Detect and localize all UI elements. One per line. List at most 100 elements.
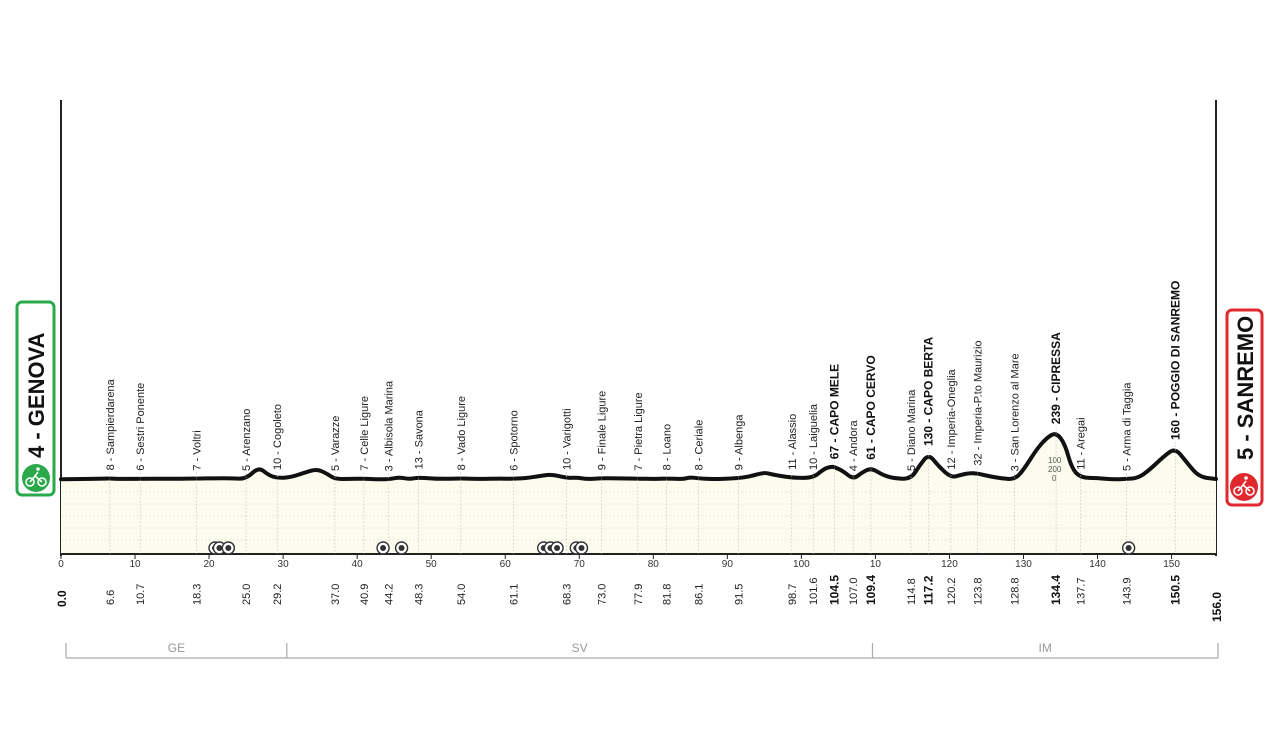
waypoint-name: 8 - Loano: [662, 424, 674, 470]
climb-marker-dot: [216, 545, 223, 551]
waypoint-name: 5 - Diano Marina: [906, 389, 918, 471]
start-city-label: 4 - GENOVA: [24, 332, 49, 458]
axis-tick-label: 100: [793, 559, 810, 570]
start-badge: 4 - GENOVA: [15, 300, 56, 497]
waypoint-km: 107.0: [848, 577, 860, 605]
waypoint-km: 123.8: [973, 577, 985, 605]
waypoint-name: 5 - Arma di Taggia: [1121, 382, 1133, 471]
start-km-label: 0.0: [55, 590, 69, 607]
axis-tick-label: 10: [129, 559, 141, 570]
waypoint-name: 8 - Sampierdarena: [105, 378, 117, 470]
elevation-scale-100: 100: [1048, 456, 1062, 465]
axis-tick-label: 30: [278, 559, 290, 570]
bike-finish-icon: [1230, 473, 1258, 501]
axis-tick-label: 70: [574, 559, 586, 570]
waypoint-name: 10 - Cogoleto: [272, 404, 284, 470]
waypoint-name: 8 - Ceriale: [693, 420, 705, 471]
axis-tick-label: 10: [870, 559, 882, 570]
waypoint-km: 61.1: [508, 584, 520, 605]
waypoint-name: 61 - CAPO CERVO: [864, 355, 878, 459]
waypoint-km: 137.7: [1076, 577, 1088, 605]
waypoint-km: 117.2: [922, 575, 936, 605]
waypoint-name: 5 - Arenzano: [241, 409, 253, 471]
climb-marker-dot: [578, 545, 585, 551]
elevation-scale: 200 100 0: [1048, 456, 1062, 483]
province-bar: GE SV IM: [65, 641, 1219, 659]
elevation-scale-200: 200: [1048, 465, 1062, 474]
waypoint-km: 37.0: [330, 584, 342, 605]
waypoint-km: 81.8: [662, 584, 674, 605]
axis-tick-label: 150: [1163, 559, 1180, 570]
waypoint-km: 114.8: [906, 578, 918, 605]
waypoint-name: 67 - CAPO MELE: [828, 364, 842, 459]
waypoint-name: 239 - CIPRESSA: [1049, 332, 1063, 424]
waypoint-km: 134.4: [1049, 575, 1063, 605]
waypoint-name: 7 - Pietra Ligure: [633, 392, 645, 470]
axis-tick-label: 20: [204, 559, 216, 570]
waypoint-name: 9 - Finale Ligure: [596, 391, 608, 471]
waypoint-km: 6.6: [105, 590, 117, 605]
axis-tick-label: 80: [648, 559, 660, 570]
profile-line: [59, 432, 1218, 482]
waypoint-km: 109.4: [864, 575, 878, 605]
waypoint-name: 7 - Voltri: [191, 430, 203, 470]
waypoint-km: 68.3: [562, 584, 574, 605]
waypoint-km: 48.3: [414, 584, 426, 605]
waypoint-name: 11 - Alassio: [787, 414, 799, 470]
axis-tick-label: 60: [500, 559, 512, 570]
province-label: IM: [1039, 641, 1052, 655]
climb-marker-dot: [1125, 545, 1132, 551]
waypoint-km: 128.8: [1010, 577, 1022, 605]
waypoint-name: 12 - Imperia-Oneglia: [946, 368, 958, 469]
waypoint-km: 54.0: [456, 584, 468, 605]
waypoint-km: 150.5: [1168, 575, 1182, 605]
waypoint-km: 10.7: [135, 584, 147, 605]
finish-badge: 5 - SANREMO: [1225, 308, 1264, 507]
waypoint-km: 120.2: [946, 577, 958, 605]
waypoint-km: 18.3: [191, 584, 203, 605]
axis-tick-label: 90: [722, 559, 734, 570]
waypoint-km: 25.0: [241, 584, 253, 605]
grid-lines: [61, 491, 1216, 541]
waypoint-km: 91.5: [733, 584, 745, 605]
province-label: SV: [572, 641, 588, 655]
waypoint-name: 4 - Andora: [848, 420, 860, 472]
waypoint-name: 10 - Laiguelia: [808, 403, 820, 470]
profile-fill: [61, 434, 1216, 554]
waypoints: 8 - Sampierdarena 6.6 6 - Sestri Ponente 10…: [105, 281, 1182, 605]
waypoint-km: 86.1: [693, 584, 705, 605]
climb-marker-dot: [225, 545, 232, 551]
waypoint-name: 7 - Celle Ligure: [359, 396, 371, 471]
waypoint-km: 101.6: [808, 577, 820, 605]
waypoint-name: 8 - Vado Ligure: [456, 396, 468, 470]
waypoint-km: 73.0: [596, 584, 608, 605]
waypoint-name: 6 - Spotorno: [508, 410, 520, 471]
finish-km-label: 156.0: [1210, 592, 1224, 622]
axis-tick-label: 50: [426, 559, 438, 570]
finish-city-label: 5 - SANREMO: [1233, 316, 1258, 460]
waypoint-name: 32 - Imperia-P.to Maurizio: [973, 340, 985, 465]
climb-marker-dot: [380, 545, 387, 551]
waypoint-km: 77.9: [633, 584, 645, 605]
elevation-scale-0: 0: [1052, 474, 1057, 483]
waypoint-name: 10 - Varigotti: [562, 408, 574, 470]
waypoint-name: 3 - San Lorenzo al Mare: [1010, 353, 1022, 471]
province-label: GE: [168, 641, 185, 655]
axis-tick-label: 0: [58, 559, 64, 570]
bike-start-icon: [22, 464, 50, 492]
climb-marker-dot: [398, 545, 405, 551]
waypoint-km: 143.9: [1121, 577, 1133, 605]
waypoint-name: 160 - POGGIO DI SANREMO: [1168, 281, 1182, 440]
climb-markers: [208, 541, 1136, 555]
waypoint-name: 130 - CAPO BERTA: [922, 337, 936, 446]
waypoint-name: 13 - Savona: [414, 409, 426, 469]
axis-tick-label: 40: [352, 559, 364, 570]
waypoint-name: 3 - Albisola Marina: [383, 380, 395, 471]
waypoint-name: 6 - Sestri Ponente: [135, 383, 147, 471]
axis-tick-label: 140: [1089, 559, 1106, 570]
waypoint-km: 40.9: [359, 584, 371, 605]
waypoint-km: 104.5: [828, 575, 842, 605]
waypoint-km: 44.2: [383, 584, 395, 605]
waypoint-km: 98.7: [787, 584, 799, 605]
